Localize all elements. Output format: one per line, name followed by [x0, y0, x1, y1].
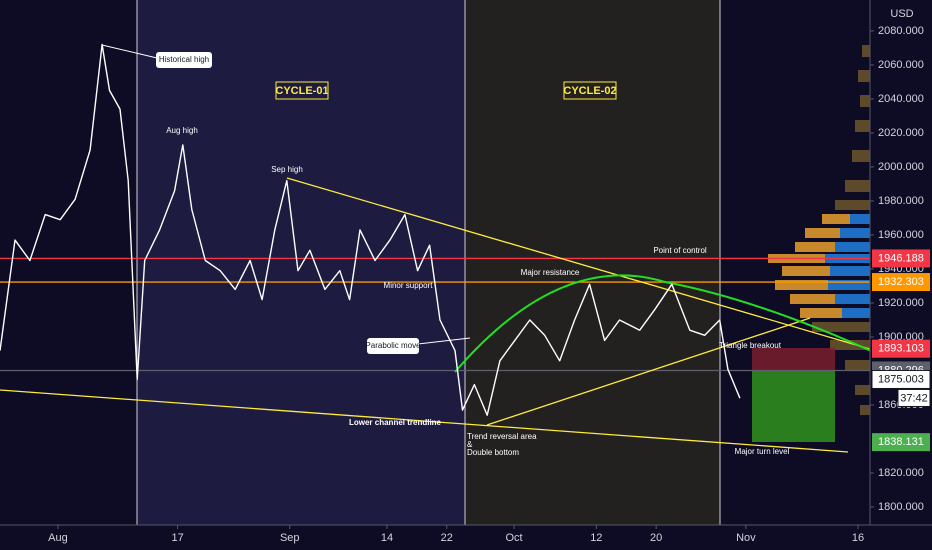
annotation: Major resistance [521, 268, 580, 277]
vp-bar [822, 214, 870, 224]
price-line [0, 43, 741, 416]
cycle-label: CYCLE-01 [275, 85, 328, 97]
x-tick-label: Aug [48, 532, 68, 544]
callout-line [417, 337, 471, 345]
annotation: Point of control [653, 246, 707, 255]
price-level-label: 1875.003 [878, 373, 924, 385]
y-tick-label: 1820.000 [878, 467, 924, 479]
cycle-label: CYCLE-02 [563, 85, 616, 97]
y-tick-label: 1920.000 [878, 297, 924, 309]
annotation: Sep high [271, 165, 303, 174]
vp-bar [830, 340, 870, 350]
vp-bar [845, 360, 870, 370]
parabolic-arc [454, 274, 881, 373]
vp-bar [800, 308, 870, 318]
vp-bar [805, 228, 870, 238]
annotation: Double bottom [467, 448, 519, 457]
y-tick-label: 1980.000 [878, 195, 924, 207]
y-tick-label: 2000.000 [878, 161, 924, 173]
price-level-label: 1838.131 [878, 436, 924, 448]
callout-line [101, 44, 158, 59]
annotations: Historical high CYCLE-01 CYCLE-02 Aug hi… [156, 52, 790, 457]
annotation: Aug high [166, 126, 198, 135]
vp-bar [840, 228, 870, 238]
vp-bar [790, 294, 870, 304]
countdown: 37:42 [900, 392, 928, 404]
vp-bar [830, 266, 870, 276]
volume-profile [768, 45, 870, 415]
vp-bar [775, 280, 870, 290]
currency-label: USD [890, 8, 913, 20]
y-tick-label: 2020.000 [878, 127, 924, 139]
x-tick-label: 17 [171, 532, 183, 544]
x-tick-label: Sep [280, 532, 300, 544]
price-level-tag [872, 339, 930, 358]
x-tick-label: 16 [852, 532, 864, 544]
vp-bar [845, 180, 870, 192]
vp-bar [828, 280, 870, 290]
vp-bar [835, 200, 870, 210]
x-tick-label: 14 [381, 532, 393, 544]
price-level-label: 1893.103 [878, 343, 924, 355]
price-series [0, 43, 741, 416]
price-level-tag [871, 369, 931, 389]
vp-bar [842, 308, 870, 318]
vp-bar [782, 266, 870, 276]
lower-channel-trendline [0, 389, 849, 453]
callout-box [367, 338, 419, 354]
cycle-label-box [563, 81, 617, 100]
y-tick-label: 1800.000 [878, 501, 924, 513]
cycle-02-zone [465, 0, 720, 525]
annotation: Parabolic move [365, 341, 421, 350]
price-level-tag [872, 249, 930, 268]
x-tick-label: Oct [506, 532, 523, 544]
y-tick-label: 1960.000 [878, 229, 924, 241]
axes: 1800.0001820.0001860.0001900.0001920.000… [48, 25, 931, 544]
vp-bar [795, 242, 870, 252]
annotation: & [467, 440, 473, 449]
callout-box [156, 52, 212, 68]
annotation: Triangle breakout [719, 341, 782, 350]
vp-bar [812, 322, 870, 332]
trendlines [0, 44, 881, 453]
vp-bar [835, 294, 870, 304]
cycle-01-zone [137, 0, 465, 525]
x-tick-label: 20 [650, 532, 662, 544]
y-tick-label: 2080.000 [878, 25, 924, 37]
price-level-label: 1932.303 [878, 276, 924, 288]
stop-zone [752, 348, 835, 370]
x-tick-label: 22 [441, 532, 453, 544]
y-tick-label: 2060.000 [878, 59, 924, 71]
price-level-label: 1946.188 [878, 252, 924, 264]
annotation: Minor support [384, 281, 434, 290]
y-tick-label: 2040.000 [878, 93, 924, 105]
vp-bar [855, 120, 870, 132]
annotation: Lower channel trendline [349, 418, 442, 427]
vp-bar [850, 214, 870, 224]
cycle-label-box [275, 81, 329, 100]
vp-bar [855, 385, 870, 395]
countdown-box [897, 388, 931, 407]
vp-bar [860, 95, 870, 107]
vp-bar [860, 405, 870, 415]
vp-bar [835, 242, 870, 252]
support-trendline [486, 317, 811, 426]
x-tick-label: 12 [590, 532, 602, 544]
x-tick-label: Nov [736, 532, 756, 544]
resistance-trendline [286, 177, 881, 353]
price-level-tag [872, 433, 930, 452]
vp-bar [862, 45, 870, 57]
vp-bar [858, 70, 870, 82]
annotation: Historical high [159, 55, 209, 64]
price-level-tag [872, 273, 930, 292]
vp-bar [852, 150, 870, 162]
annotation: Trend reversal area [467, 432, 537, 441]
target-zone [752, 370, 835, 442]
annotation: Major turn level [735, 447, 790, 456]
